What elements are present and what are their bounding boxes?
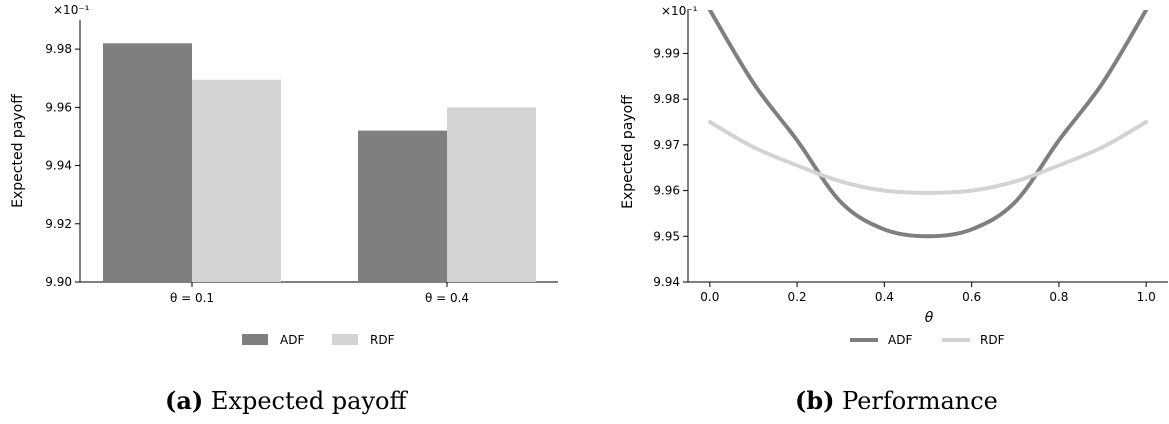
y-tick-label: 9.92	[45, 217, 72, 231]
caption-a-label: (a)	[165, 386, 204, 415]
caption-b-label: (b)	[795, 386, 835, 415]
x-tick-label: 1.0	[1137, 290, 1156, 304]
y-tick-label: 9.94	[45, 159, 72, 173]
y-tick-label: 9.94	[653, 275, 680, 289]
series-line-adf	[707, 10, 1149, 239]
bar-rdf-1	[192, 79, 281, 282]
x-tick-label: 0.4	[875, 290, 894, 304]
legend-label-adf: ADF	[888, 333, 912, 347]
y-tick-label: 9.96	[45, 100, 72, 114]
y-tick-label: 9.98	[45, 42, 72, 56]
bar-adf-2	[358, 130, 447, 282]
y-scale-label: ×10⁻¹	[53, 3, 90, 17]
bar-rdf-2	[447, 107, 536, 282]
x-tick-label: 0.2	[788, 290, 807, 304]
y-tick-label: 9.99	[653, 46, 680, 60]
line-chart: 9.94 9.95 9.96 9.97 9.98 9.99 0.0 0.2 0.4 0.6 0.8 1…	[620, 4, 1168, 347]
legend-label-rdf: RDF	[370, 333, 395, 347]
y-axis-label: Expected payoff	[620, 95, 636, 209]
x-tick-label: 0.8	[1049, 290, 1068, 304]
legend-label-rdf: RDF	[980, 333, 1005, 347]
y-tick-label: 9.90	[45, 275, 72, 289]
legend-swatch-adf	[242, 334, 268, 345]
y-tick-label: 9.97	[653, 138, 680, 152]
series-line-rdf	[707, 120, 1149, 195]
x-axis-label: θ	[925, 310, 934, 326]
bar-chart: 9.90 9.92 9.94 9.96 9.98 ×10⁻¹ Expected payoff…	[10, 3, 558, 347]
x-tick-label: 0.6	[962, 290, 981, 304]
y-tick-label: 9.98	[653, 92, 680, 106]
bar-adf-1	[103, 43, 192, 283]
caption-a-text: Expected payoff	[210, 387, 407, 415]
y-tick-label: 9.95	[653, 229, 680, 243]
y-scale-label: ×10⁻¹	[661, 4, 698, 18]
caption-a: (a) Expected payoff	[165, 386, 407, 415]
x-tick-label: 0.0	[700, 290, 719, 304]
x-tick-label: θ = 0.4	[425, 291, 469, 305]
caption-b-text: Performance	[842, 387, 998, 415]
y-axis-label: Expected payoff	[10, 94, 26, 208]
x-tick-label: θ = 0.1	[170, 291, 214, 305]
y-tick-label: 9.96	[653, 184, 680, 198]
caption-b: (b) Performance	[795, 386, 998, 415]
legend-swatch-rdf	[332, 334, 358, 345]
legend-label-adf: ADF	[280, 333, 304, 347]
